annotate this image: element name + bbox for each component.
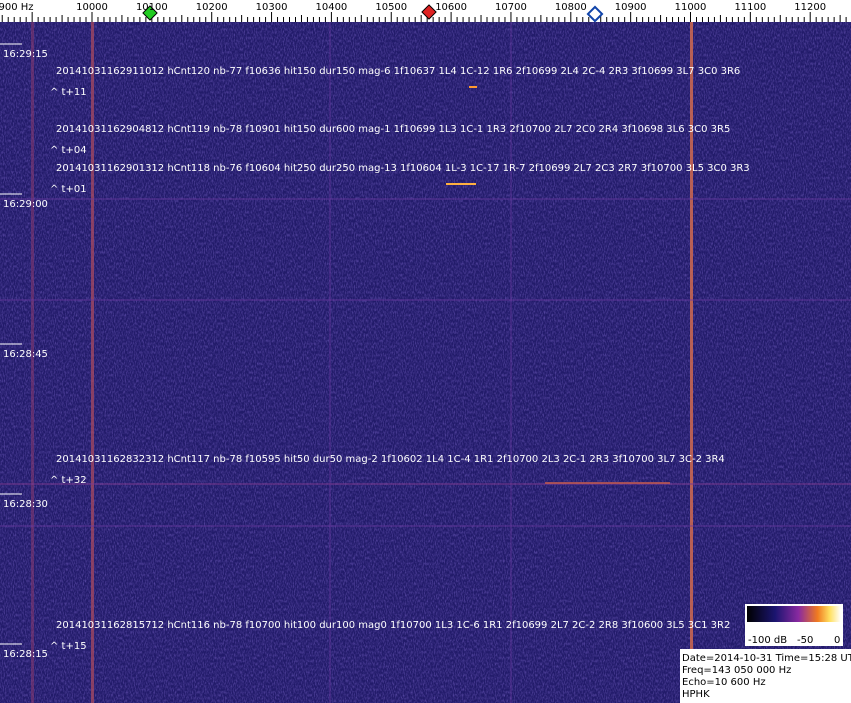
detection-marker: ^ t+32	[50, 475, 87, 486]
frequency-markers	[142, 4, 604, 23]
detection-text: 20141031162911012 hCnt120 nb-77 f10636 h…	[56, 66, 740, 77]
detection-marker: ^ t+04	[50, 145, 87, 156]
frequency-label: 10100	[136, 2, 168, 13]
frequency-label: 10900	[615, 2, 647, 13]
frequency-label: 11000	[675, 2, 707, 13]
time-label: 16:28:15	[3, 649, 48, 660]
detection-text: 20141031162815712 hCnt116 nb-78 f10700 h…	[56, 620, 730, 631]
info-line: Freq=143 050 000 Hz	[682, 665, 791, 676]
meteor-echoes	[446, 86, 670, 484]
info-line: HPHK	[682, 689, 710, 700]
info-line: Echo=10 600 Hz	[682, 677, 766, 688]
color-scale	[747, 606, 841, 622]
frequency-label: 10200	[196, 2, 228, 13]
detection-text: 20141031162904812 hCnt119 nb-78 f10901 h…	[56, 124, 730, 135]
frequency-label: 10300	[256, 2, 288, 13]
time-label: 16:29:15	[3, 49, 48, 60]
frequency-label: 10600	[435, 2, 467, 13]
detection-text: 20141031162901312 hCnt118 nb-76 f10604 h…	[56, 163, 750, 174]
detection-marker: ^ t+01	[50, 184, 87, 195]
scale-label: -100 dB	[748, 635, 787, 646]
frequency-label: 10000	[76, 2, 108, 13]
frequency-label: 10800	[555, 2, 587, 13]
signal-lines	[0, 22, 851, 703]
frequency-label: 11200	[794, 2, 826, 13]
time-label: 16:28:30	[3, 499, 48, 510]
scale-label: 0	[834, 635, 840, 646]
time-label: 16:29:00	[3, 199, 48, 210]
waterfall-noise	[0, 22, 851, 703]
frequency-label: 10400	[315, 2, 347, 13]
time-label: 16:28:45	[3, 349, 48, 360]
scale-label: -50	[797, 635, 813, 646]
detection-text: 20141031162832312 hCnt117 nb-78 f10595 h…	[56, 454, 725, 465]
detection-marker: ^ t+11	[50, 87, 87, 98]
frequency-label: 10500	[375, 2, 407, 13]
frequency-label: 10700	[495, 2, 527, 13]
detection-marker: ^ t+15	[50, 641, 87, 652]
frequency-label: 9900 Hz	[0, 2, 34, 13]
info-box	[680, 649, 851, 703]
frequency-label: 11100	[734, 2, 766, 13]
info-line: Date=2014-10-31 Time=15:28 UTC	[682, 653, 851, 664]
